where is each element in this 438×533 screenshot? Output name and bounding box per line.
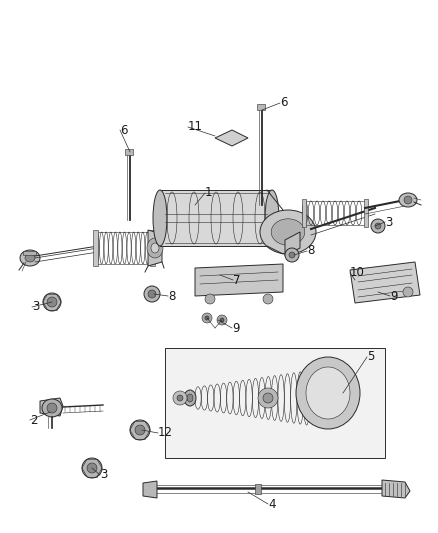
Ellipse shape [130,420,150,440]
Text: 11: 11 [188,120,203,133]
Text: 9: 9 [232,321,240,335]
Ellipse shape [263,393,273,403]
Ellipse shape [144,286,160,302]
Polygon shape [148,230,162,266]
Text: 6: 6 [280,96,287,109]
Polygon shape [382,480,410,498]
Ellipse shape [173,391,187,405]
Ellipse shape [177,395,183,401]
Ellipse shape [371,287,381,297]
Bar [160,190,272,246]
Text: 7: 7 [233,273,240,287]
Text: 8: 8 [168,289,175,303]
Bar [93,230,98,266]
Polygon shape [285,232,300,256]
Ellipse shape [135,425,145,435]
Ellipse shape [147,238,163,258]
Text: 3: 3 [32,301,39,313]
Ellipse shape [374,290,378,294]
Polygon shape [350,262,420,303]
Ellipse shape [205,294,215,304]
Ellipse shape [260,210,316,254]
Bar [364,199,368,227]
Ellipse shape [151,243,159,253]
Ellipse shape [371,219,385,233]
Text: 6: 6 [120,124,127,136]
Ellipse shape [20,250,40,266]
Ellipse shape [187,394,193,402]
Bar [255,484,261,494]
Ellipse shape [258,388,278,408]
Text: 10: 10 [350,266,365,279]
Ellipse shape [43,293,61,311]
Ellipse shape [375,223,381,229]
Ellipse shape [265,190,279,246]
Polygon shape [143,481,157,498]
Text: 3: 3 [385,215,392,229]
Ellipse shape [263,294,273,304]
Bar [302,199,306,227]
Bar [257,104,265,110]
Ellipse shape [296,357,360,429]
Text: 5: 5 [367,351,374,364]
Ellipse shape [205,316,209,320]
Polygon shape [215,130,248,146]
Ellipse shape [285,248,299,262]
Text: 2: 2 [30,414,38,426]
Text: 9: 9 [390,289,398,303]
Text: 3: 3 [100,469,107,481]
Ellipse shape [82,458,102,478]
Ellipse shape [403,287,413,297]
Ellipse shape [220,318,224,322]
Ellipse shape [404,196,412,204]
Text: 4: 4 [268,497,276,511]
Bar [125,149,133,155]
Ellipse shape [42,399,62,417]
Ellipse shape [47,297,57,307]
Bar [150,230,155,266]
Bar [165,348,385,458]
Text: 1: 1 [205,187,212,199]
Text: 12: 12 [158,426,173,440]
Ellipse shape [217,315,227,325]
Ellipse shape [306,367,350,419]
Text: 8: 8 [307,245,314,257]
Ellipse shape [202,313,212,323]
Ellipse shape [153,190,167,246]
Ellipse shape [87,463,97,473]
Ellipse shape [25,254,35,262]
Ellipse shape [47,403,57,413]
Ellipse shape [148,290,156,298]
Ellipse shape [289,252,295,258]
Ellipse shape [184,390,196,406]
Ellipse shape [271,219,305,245]
Polygon shape [23,251,36,255]
Polygon shape [40,398,63,416]
Ellipse shape [399,193,417,207]
Polygon shape [195,264,283,296]
